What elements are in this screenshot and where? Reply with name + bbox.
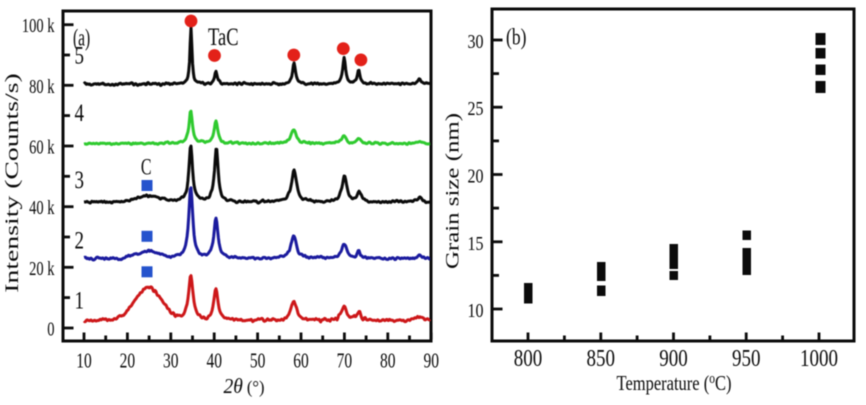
svg-text:25: 25 <box>468 98 484 120</box>
svg-text:30: 30 <box>163 349 178 372</box>
svg-text:Temperature (oC): Temperature (oC) <box>617 370 732 396</box>
svg-text:1000: 1000 <box>800 345 838 372</box>
svg-text:5: 5 <box>75 41 84 69</box>
svg-text:Intensity (Counts/s): Intensity (Counts/s) <box>2 73 23 293</box>
svg-text:950: 950 <box>732 345 760 372</box>
svg-text:60: 60 <box>293 349 308 372</box>
svg-text:2θ (°): 2θ (°) <box>223 375 264 398</box>
svg-text:4: 4 <box>75 98 84 126</box>
svg-text:850: 850 <box>587 345 615 372</box>
svg-text:900: 900 <box>659 345 687 372</box>
svg-text:60 k: 60 k <box>29 135 55 158</box>
svg-text:15: 15 <box>468 232 484 254</box>
svg-text:0: 0 <box>47 317 54 340</box>
svg-text:100 k: 100 k <box>22 14 55 37</box>
svg-text:50: 50 <box>250 349 265 372</box>
svg-text:2: 2 <box>75 226 84 254</box>
svg-text:TaC: TaC <box>208 22 239 50</box>
svg-text:10: 10 <box>76 349 91 372</box>
svg-text:90: 90 <box>423 349 438 372</box>
svg-text:80: 80 <box>380 349 395 372</box>
svg-text:1: 1 <box>75 286 84 314</box>
svg-text:3: 3 <box>75 165 84 193</box>
svg-text:40: 40 <box>206 349 221 372</box>
svg-text:30: 30 <box>468 30 484 52</box>
svg-text:20: 20 <box>468 165 484 187</box>
svg-text:80 k: 80 k <box>29 74 55 97</box>
svg-text:(a): (a) <box>73 25 90 51</box>
svg-text:20: 20 <box>120 349 135 372</box>
svg-text:800: 800 <box>514 345 542 372</box>
svg-text:10: 10 <box>468 299 484 321</box>
svg-text:Grain size (nm): Grain size (nm) <box>441 113 462 269</box>
svg-text:70: 70 <box>337 349 352 372</box>
svg-text:C: C <box>141 155 152 180</box>
svg-text:20 k: 20 k <box>29 256 55 279</box>
svg-text:(b): (b) <box>506 25 526 50</box>
svg-text:40 k: 40 k <box>29 196 55 219</box>
